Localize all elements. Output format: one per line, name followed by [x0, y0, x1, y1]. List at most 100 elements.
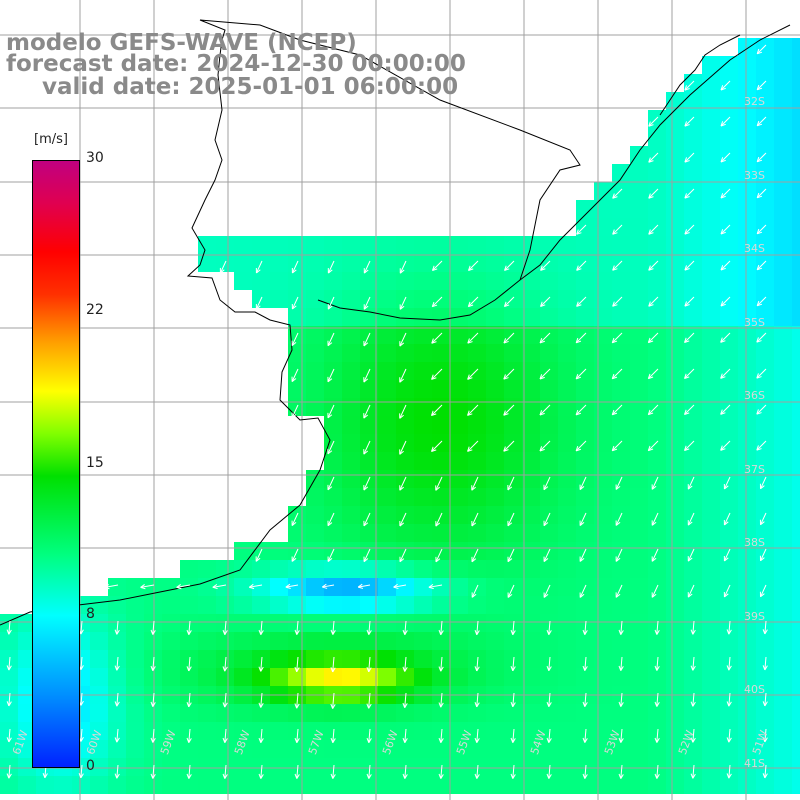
wind-cell: [594, 488, 612, 506]
wind-arrow: [327, 296, 335, 310]
wind-cell: [342, 362, 360, 380]
wind-arrow-head: [575, 445, 579, 452]
wind-arrow-head: [648, 412, 654, 416]
wind-cell: [396, 632, 414, 650]
wind-arrow-head: [104, 584, 109, 588]
wind-arrow-head: [648, 301, 651, 307]
wind-cell: [432, 272, 450, 290]
wind-arrow-head: [330, 703, 334, 709]
wind-cell: [414, 344, 432, 362]
wind-arrow-head: [6, 701, 10, 707]
wind-cell: [630, 506, 648, 524]
wind-arrow-head: [539, 376, 545, 380]
wind-arrow: [576, 296, 587, 307]
wind-arrow-head: [428, 586, 434, 590]
wind-cell: [432, 722, 450, 740]
wind-arrow-head: [756, 48, 760, 54]
wind-cell: [792, 308, 800, 326]
wind-cell: [198, 614, 216, 632]
wind-cell: [396, 488, 414, 506]
wind-cell: [144, 596, 162, 614]
wind-cell: [630, 704, 648, 722]
wind-cell: [270, 578, 288, 596]
wind-arrow: [684, 296, 695, 307]
wind-cell: [540, 668, 558, 686]
colorbar-tick-15: 15: [86, 455, 104, 471]
wind-cell: [720, 326, 738, 344]
wind-cell: [324, 488, 342, 506]
wind-cell: [738, 344, 756, 362]
wind-cell: [720, 434, 738, 452]
lagoon-path: [659, 34, 741, 116]
wind-cell: [702, 290, 720, 308]
wind-cell: [666, 758, 684, 776]
wind-cell: [90, 614, 108, 632]
wind-cell: [594, 236, 612, 254]
wind-cell: [72, 776, 90, 794]
wind-arrow-head: [330, 737, 334, 743]
wind-cell: [468, 650, 486, 668]
wind-cell: [504, 362, 522, 380]
wind-cell: [306, 236, 324, 254]
wind-arrow-head: [258, 629, 262, 635]
wind-arrow: [440, 764, 443, 779]
wind-arrow: [728, 620, 731, 635]
wind-cell: [702, 722, 720, 740]
wind-arrow-head: [80, 629, 84, 635]
wind-arrow: [476, 764, 479, 779]
wind-arrow-head: [363, 450, 369, 455]
wind-arrow: [647, 332, 659, 344]
wind-cell: [522, 380, 540, 398]
wind-arrow-head: [467, 410, 470, 416]
wind-cell: [468, 254, 486, 272]
wind-arrow-head: [285, 583, 291, 588]
wind-cell: [216, 596, 234, 614]
wind-arrow: [471, 548, 479, 563]
wind-arrow: [540, 260, 551, 271]
wind-arrow-head: [404, 774, 408, 779]
wind-cell: [756, 704, 774, 722]
wind-arrow: [615, 584, 623, 598]
wind-arrow-head: [296, 738, 300, 743]
wind-cell: [738, 164, 756, 182]
wind-cell: [756, 614, 774, 632]
wind-arrow-head: [256, 269, 261, 274]
wind-arrow: [756, 368, 767, 379]
wind-cell: [630, 200, 648, 218]
wind-arrow: [648, 188, 659, 199]
wind-cell: [702, 182, 720, 200]
wind-arrow: [612, 224, 623, 235]
wind-arrow-head: [584, 702, 588, 707]
wind-arrow: [399, 368, 407, 383]
wind-cell: [180, 614, 198, 632]
wind-arrow: [260, 728, 263, 743]
wind-arrow: [692, 692, 695, 707]
wind-cell: [450, 362, 468, 380]
wind-cell: [504, 560, 522, 578]
wind-cell: [720, 524, 738, 542]
wind-arrow-head: [620, 702, 624, 707]
wind-cell: [612, 614, 630, 632]
wind-cell: [792, 488, 800, 506]
wind-arrow-head: [618, 737, 622, 743]
wind-arrow: [584, 764, 587, 779]
wind-cell: [108, 758, 126, 776]
wind-arrow-head: [224, 666, 228, 672]
wind-arrow-head: [249, 586, 255, 590]
wind-cell: [792, 470, 800, 488]
wind-arrow-head: [152, 702, 156, 707]
wind-arrow-head: [291, 378, 297, 383]
wind-arrow-head: [764, 701, 768, 707]
wind-cell: [576, 272, 594, 290]
wind-cell: [522, 650, 540, 668]
wind-cell: [378, 416, 396, 434]
wind-cell: [738, 704, 756, 722]
wind-arrow-head: [476, 666, 480, 672]
wind-cell: [396, 614, 414, 632]
wind-cell: [702, 452, 720, 470]
wind-cell: [756, 236, 774, 254]
wind-cell: [360, 776, 378, 794]
wind-cell: [630, 668, 648, 686]
wind-arrow: [291, 404, 299, 418]
wind-cell: [432, 704, 450, 722]
